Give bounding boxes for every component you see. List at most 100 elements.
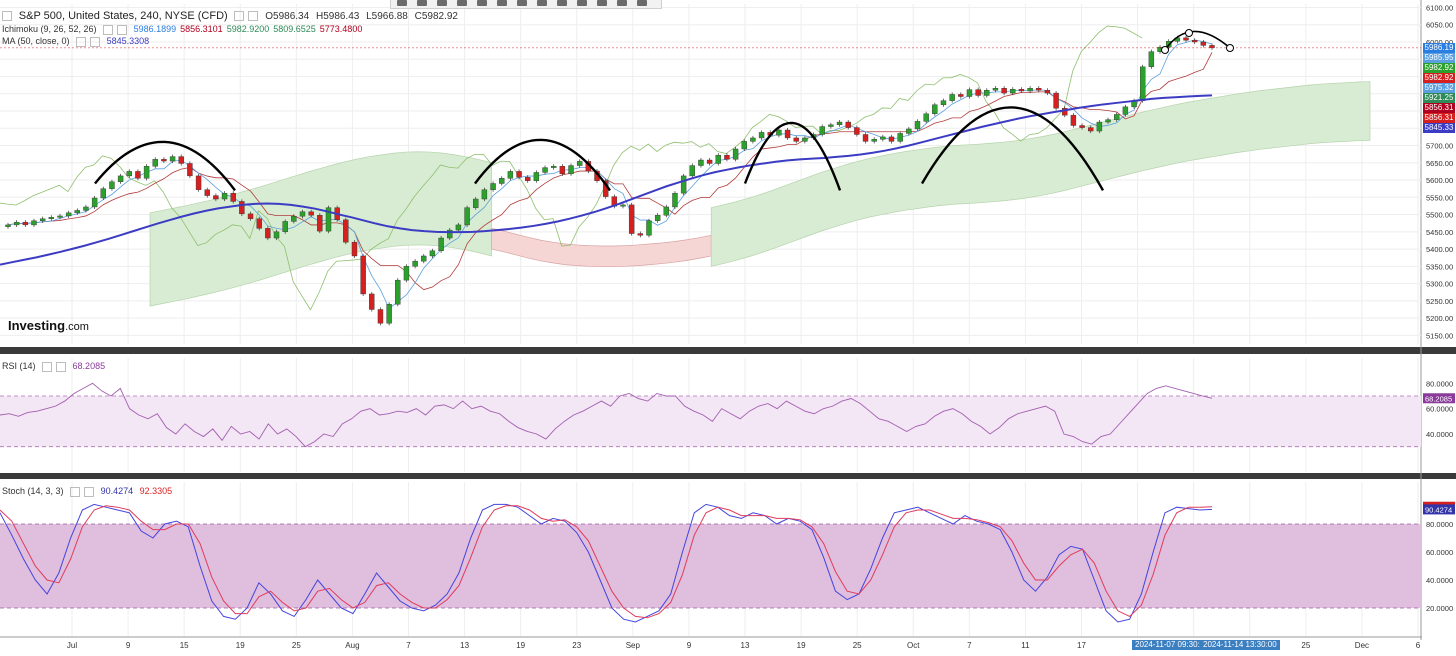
stoch-band	[0, 524, 1421, 608]
chikou-line	[0, 25, 1143, 311]
x-tick-label: 25	[853, 641, 862, 650]
candle	[117, 175, 124, 182]
rsi-value-label: 68.2085	[1425, 394, 1452, 403]
legend-close: C5982.92	[414, 11, 458, 22]
candle	[984, 90, 990, 96]
legend-ichimoku: Ichimoku (9, 26, 52, 26) 5986.1899 5856.3…	[2, 23, 370, 35]
legend-open: O5986.34	[265, 11, 310, 22]
trash-icon[interactable]	[637, 0, 647, 6]
rsi-close-icon[interactable]	[56, 361, 67, 372]
x-tick-label: 13	[460, 641, 469, 650]
candle	[282, 221, 288, 233]
copy-icon[interactable]	[577, 0, 587, 6]
candle	[663, 206, 670, 216]
legend-low: L5966.88	[366, 11, 408, 22]
fib-icon[interactable]	[497, 0, 507, 6]
close-icon[interactable]	[248, 11, 259, 22]
candle	[152, 159, 158, 167]
stoch-label: Stoch (14, 3, 3)	[2, 486, 64, 496]
ichimoku-cloud	[710, 81, 1371, 267]
rsi-tick-label: 40.0000	[1426, 430, 1453, 439]
candle	[48, 217, 55, 219]
y-tick-label: 6050.00	[1426, 21, 1453, 30]
candle	[1010, 89, 1016, 94]
candle	[776, 129, 782, 136]
candle	[715, 154, 721, 164]
collapse-icon[interactable]	[2, 11, 12, 22]
stoch-value-tag	[1423, 504, 1455, 515]
arc-handle	[1185, 29, 1193, 37]
gear-icon[interactable]	[537, 0, 547, 6]
candle	[143, 166, 150, 179]
candle	[195, 175, 202, 190]
save-icon[interactable]	[557, 0, 567, 6]
candle	[1088, 127, 1094, 132]
ichimoku-value: 5982.9200	[226, 24, 270, 34]
ichimoku-label: Ichimoku (9, 26, 52, 26)	[2, 24, 97, 34]
candle	[819, 126, 825, 135]
candle	[5, 224, 11, 227]
y-tick-label: 5700.00	[1426, 142, 1453, 151]
stoch-close-icon[interactable]	[84, 486, 95, 497]
candle	[992, 88, 999, 91]
lock-icon[interactable]	[597, 0, 607, 6]
candle	[836, 121, 843, 126]
legend-high: H5986.43	[315, 11, 360, 22]
x-tick-label: 7	[406, 641, 411, 650]
candle	[109, 181, 115, 189]
candle	[1096, 121, 1103, 132]
candle	[672, 192, 678, 208]
settings-icon[interactable]	[234, 11, 245, 22]
price-tag: 5986.19	[1423, 43, 1455, 53]
brush-icon[interactable]	[417, 0, 427, 6]
candle	[923, 113, 929, 122]
arc-annotation	[1164, 30, 1231, 51]
ma-label: MA (50, close, 0)	[2, 36, 70, 46]
candle	[74, 210, 80, 214]
pane-separator	[0, 347, 1456, 354]
candle	[1148, 51, 1155, 68]
candle	[888, 136, 895, 142]
candle	[906, 128, 912, 134]
x-tick-label: Oct	[907, 641, 920, 650]
pencil-icon[interactable]	[397, 0, 407, 6]
shape-icon[interactable]	[517, 0, 527, 6]
candle	[1191, 40, 1198, 43]
channel-icon[interactable]	[477, 0, 487, 6]
x-tick-label: Aug	[345, 641, 359, 650]
candle	[31, 220, 37, 226]
stoch-settings-icon[interactable]	[70, 486, 81, 497]
ma-settings-icon[interactable]	[76, 36, 87, 47]
y-tick-label: 5150.00	[1426, 331, 1453, 340]
ma-value: 5845.3308	[106, 36, 150, 46]
candle	[880, 136, 886, 140]
drawing-toolbar[interactable]	[390, 0, 662, 9]
candle	[299, 211, 306, 217]
ray-icon[interactable]	[457, 0, 467, 6]
candle	[91, 197, 98, 208]
candle	[1070, 114, 1077, 126]
candle	[620, 204, 626, 207]
stoch-k-line	[0, 503, 1213, 623]
candle	[421, 255, 427, 262]
eye-icon[interactable]	[617, 0, 627, 6]
candle	[499, 178, 505, 184]
candle	[161, 159, 167, 162]
ichimoku-settings-icon[interactable]	[103, 24, 114, 35]
rsi-settings-icon[interactable]	[42, 361, 53, 372]
kijun-line	[7, 52, 1213, 291]
line-icon[interactable]	[437, 0, 447, 6]
candle	[550, 166, 557, 168]
price-tag: 5921.25	[1423, 93, 1455, 103]
candle	[403, 266, 410, 281]
candle	[680, 175, 687, 194]
arc-handle	[1161, 46, 1169, 54]
candle	[1200, 41, 1207, 46]
rsi-tick-label: 80.0000	[1426, 379, 1453, 388]
ichimoku-close-icon[interactable]	[117, 24, 128, 35]
candle	[732, 148, 739, 160]
ma-close-icon[interactable]	[90, 36, 101, 47]
x-tick-label: 13	[741, 641, 750, 650]
